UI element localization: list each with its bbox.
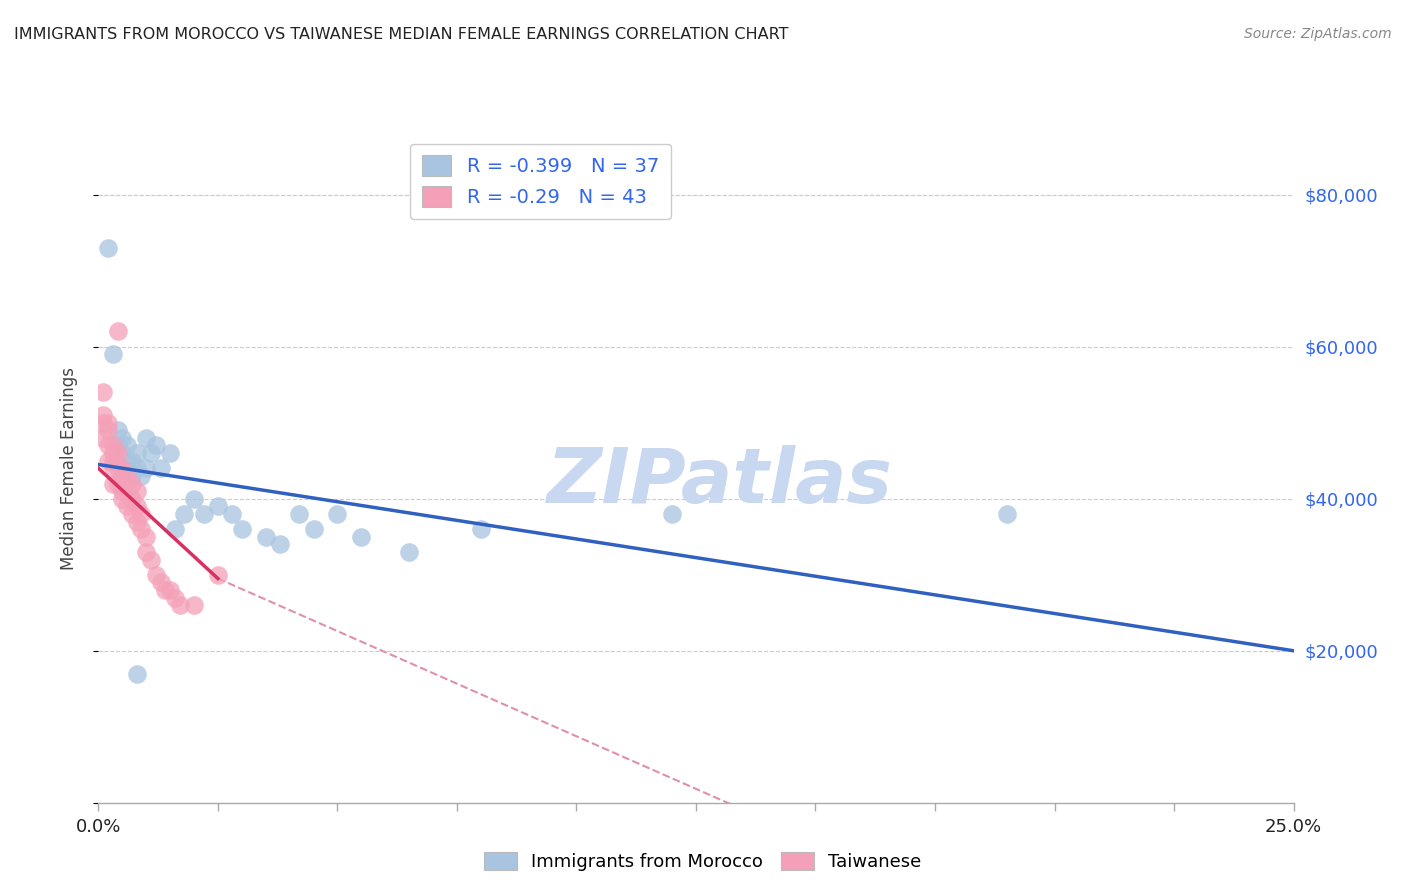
Point	[159, 582, 181, 597]
Point	[131, 522, 153, 536]
Point	[183, 491, 205, 506]
Point	[145, 438, 167, 452]
Point	[111, 491, 134, 506]
Point	[101, 438, 124, 452]
Y-axis label: Median Female Earnings: Median Female Earnings	[59, 367, 77, 570]
Point	[661, 507, 683, 521]
Point	[101, 347, 124, 361]
Point	[111, 431, 134, 445]
Point	[470, 522, 492, 536]
Point	[115, 438, 138, 452]
Point	[91, 416, 114, 430]
Point	[115, 469, 138, 483]
Point	[350, 530, 373, 544]
Point	[269, 537, 291, 551]
Point	[139, 446, 162, 460]
Point	[183, 598, 205, 612]
Point	[125, 666, 148, 681]
Point	[163, 591, 186, 605]
Point	[115, 453, 138, 467]
Point	[111, 461, 134, 475]
Point	[135, 431, 157, 445]
Point	[125, 446, 148, 460]
Text: ZIPatlas: ZIPatlas	[547, 445, 893, 518]
Point	[97, 453, 120, 467]
Point	[131, 507, 153, 521]
Point	[107, 438, 129, 452]
Point	[101, 476, 124, 491]
Point	[91, 385, 114, 400]
Point	[149, 461, 172, 475]
Point	[231, 522, 253, 536]
Point	[131, 469, 153, 483]
Point	[326, 507, 349, 521]
Point	[169, 598, 191, 612]
Point	[111, 469, 134, 483]
Point	[97, 241, 120, 255]
Point	[107, 446, 129, 460]
Point	[135, 461, 157, 475]
Point	[97, 416, 120, 430]
Point	[111, 446, 134, 460]
Point	[288, 507, 311, 521]
Point	[995, 507, 1018, 521]
Point	[121, 476, 143, 491]
Point	[121, 491, 143, 506]
Text: IMMIGRANTS FROM MOROCCO VS TAIWANESE MEDIAN FEMALE EARNINGS CORRELATION CHART: IMMIGRANTS FROM MOROCCO VS TAIWANESE MED…	[14, 27, 789, 42]
Point	[115, 500, 138, 514]
Legend: R = -0.399   N = 37, R = -0.29   N = 43: R = -0.399 N = 37, R = -0.29 N = 43	[411, 144, 671, 219]
Point	[125, 500, 148, 514]
Point	[149, 575, 172, 590]
Point	[139, 552, 162, 566]
Point	[107, 423, 129, 437]
Text: Source: ZipAtlas.com: Source: ZipAtlas.com	[1244, 27, 1392, 41]
Point	[91, 408, 114, 422]
Point	[173, 507, 195, 521]
Point	[163, 522, 186, 536]
Point	[302, 522, 325, 536]
Point	[107, 476, 129, 491]
Point	[101, 453, 124, 467]
Point	[135, 545, 157, 559]
Point	[135, 530, 157, 544]
Point	[159, 446, 181, 460]
Point	[125, 515, 148, 529]
Point	[193, 507, 215, 521]
Point	[107, 461, 129, 475]
Point	[121, 469, 143, 483]
Point	[101, 446, 124, 460]
Point	[207, 500, 229, 514]
Point	[207, 567, 229, 582]
Point	[121, 507, 143, 521]
Point	[145, 567, 167, 582]
Point	[121, 453, 143, 467]
Point	[111, 484, 134, 499]
Point	[254, 530, 277, 544]
Point	[107, 325, 129, 339]
Point	[97, 423, 120, 437]
Point	[398, 545, 420, 559]
Point	[101, 461, 124, 475]
Point	[221, 507, 243, 521]
Legend: Immigrants from Morocco, Taiwanese: Immigrants from Morocco, Taiwanese	[477, 845, 929, 879]
Point	[125, 461, 148, 475]
Point	[97, 438, 120, 452]
Point	[115, 484, 138, 499]
Point	[91, 431, 114, 445]
Point	[125, 484, 148, 499]
Point	[155, 582, 177, 597]
